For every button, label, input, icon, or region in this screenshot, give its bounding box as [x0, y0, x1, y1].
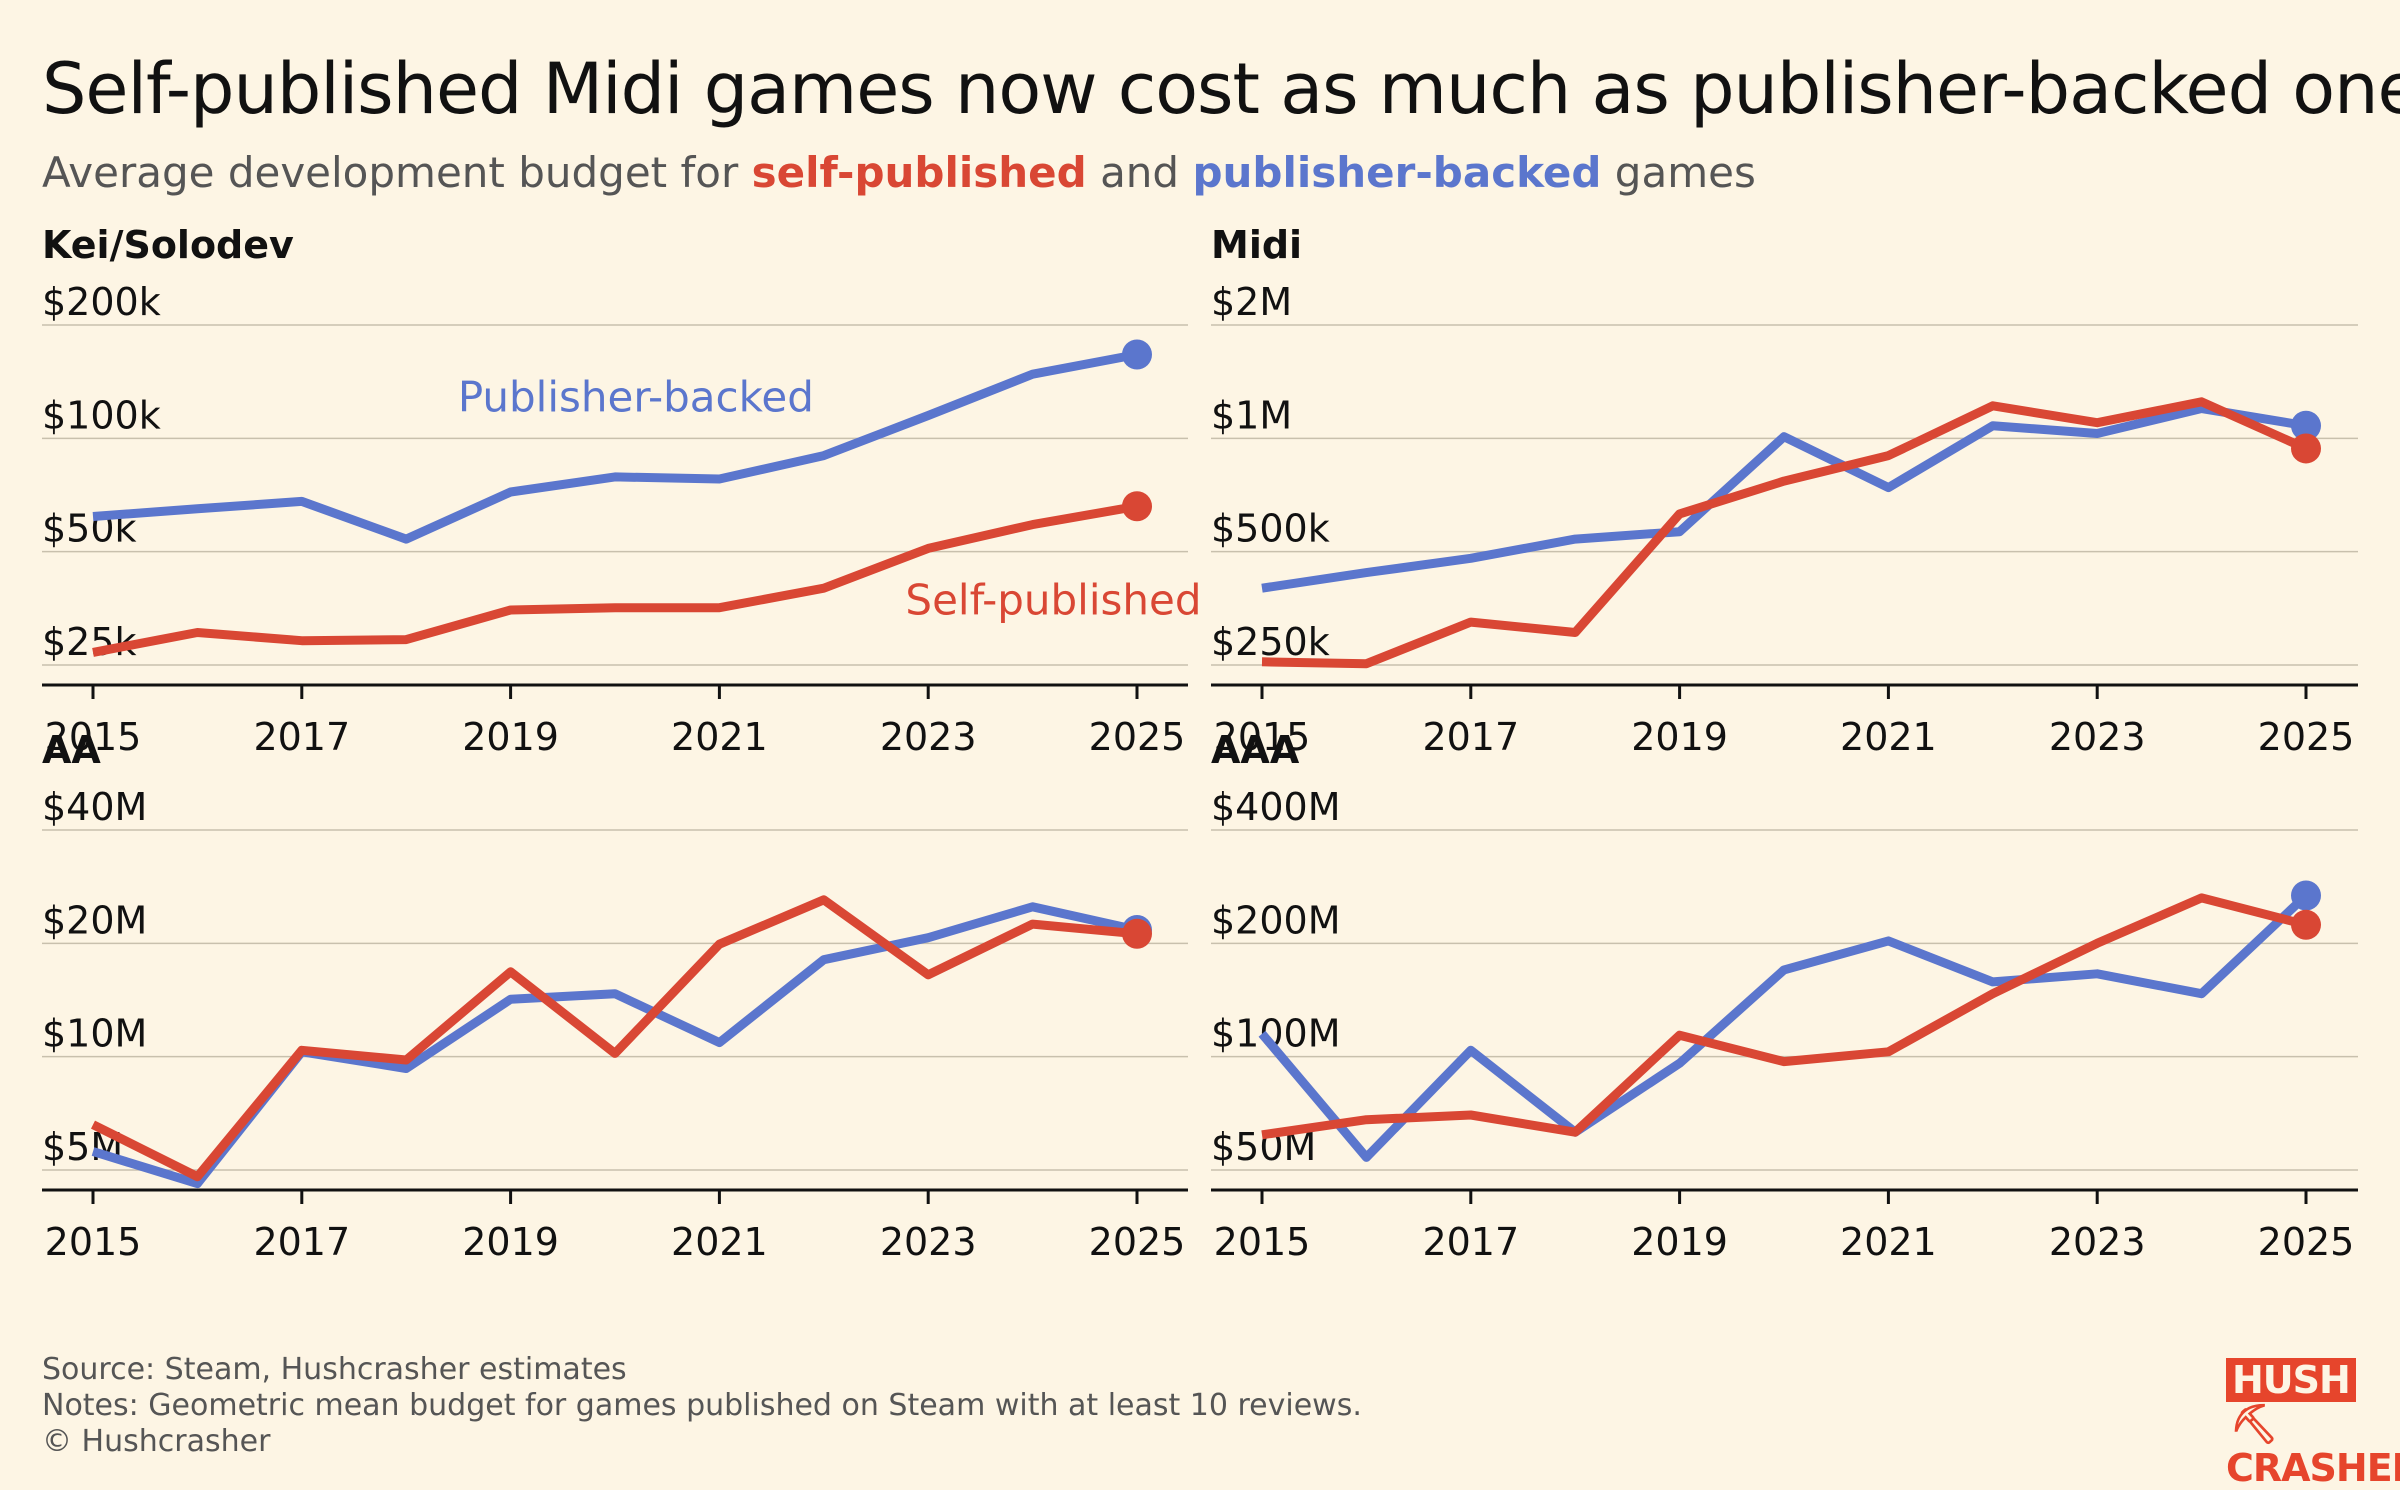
y-tick-label: $500k	[1211, 507, 1330, 551]
x-tick-label: 2019	[462, 715, 559, 759]
series-endpoint-publisher	[2291, 410, 2321, 441]
brand-logo[interactable]: HUSH⛏ CRASHER	[2226, 1358, 2400, 1490]
logo-line2: CRASHER	[2226, 1446, 2400, 1490]
series-label-publisher: Publisher-backed	[458, 372, 814, 421]
pickaxe-icon: ⛏	[2230, 1402, 2278, 1446]
series-endpoint-self	[2291, 433, 2321, 464]
series-endpoint-publisher	[2291, 880, 2321, 911]
series-endpoint-self	[2291, 909, 2321, 940]
x-tick-label: 2021	[671, 715, 768, 759]
series-line-publisher	[92, 350, 1138, 544]
panel-title: Midi	[1211, 223, 1302, 267]
series-line-self	[1261, 893, 2308, 1140]
x-tick-label: 2023	[880, 1220, 977, 1264]
y-tick-label: $10M	[42, 1012, 147, 1056]
footer: Source: Steam, Hushcrasher estimates Not…	[42, 1352, 1362, 1460]
x-tick-label: 2023	[880, 715, 977, 759]
series-line-self	[90, 895, 1138, 1182]
x-tick-label: 2019	[1631, 1220, 1728, 1264]
page-title: Self-published Midi games now cost as mu…	[42, 48, 2400, 130]
copyright: © Hushcrasher	[42, 1424, 271, 1459]
x-tick-label: 2025	[2258, 715, 2355, 759]
y-tick-label: $200M	[1211, 898, 1341, 942]
x-tick-label: 2017	[1422, 1220, 1519, 1264]
series-endpoint-self	[1122, 491, 1152, 522]
subtitle-mid: and	[1086, 148, 1193, 197]
y-tick-label: $20M	[42, 898, 147, 942]
x-tick-label: 2025	[1089, 1220, 1186, 1264]
x-tick-label: 2017	[253, 715, 350, 759]
panel-title: AAA	[1211, 728, 1300, 772]
y-tick-label: $400M	[1211, 785, 1341, 829]
x-tick-label: 2015	[1214, 1220, 1311, 1264]
x-tick-label: 2025	[1089, 715, 1186, 759]
x-tick-label: 2015	[45, 715, 142, 759]
x-tick-label: 2021	[1840, 715, 1937, 759]
source-note: Source: Steam, Hushcrasher estimates	[42, 1352, 627, 1387]
y-tick-label: $2M	[1211, 280, 1292, 324]
series-endpoint-self	[1122, 918, 1152, 949]
subtitle: Average development budget for self-publ…	[42, 148, 1756, 197]
subtitle-pre: Average development budget for	[42, 148, 752, 197]
subtitle-post: games	[1601, 148, 1756, 197]
x-tick-label: 2017	[1422, 715, 1519, 759]
x-tick-label: 2023	[2049, 1220, 2146, 1264]
panel-title: Kei/Solodev	[42, 223, 294, 267]
y-tick-label: $250k	[1211, 620, 1330, 664]
series-label-self: Self-published	[905, 576, 1201, 625]
y-tick-label: $100k	[42, 393, 161, 437]
x-tick-label: 2021	[671, 1220, 768, 1264]
logo-line1: HUSH	[2226, 1358, 2356, 1402]
notes: Notes: Geometric mean budget for games p…	[42, 1388, 1362, 1423]
series-line-self	[92, 501, 1138, 657]
y-tick-label: $200k	[42, 280, 161, 324]
subtitle-self-published: self-published	[751, 148, 1087, 197]
x-tick-label: 2019	[1631, 715, 1728, 759]
series-line-self	[1261, 397, 2308, 669]
y-tick-label: $1M	[1211, 393, 1292, 437]
x-tick-label: 2023	[2049, 715, 2146, 759]
x-tick-label: 2021	[1840, 1220, 1937, 1264]
x-tick-label: 2017	[253, 1220, 350, 1264]
x-tick-label: 2025	[2258, 1220, 2355, 1264]
series-line-publisher	[1258, 892, 2310, 1162]
series-line-publisher	[1261, 404, 2307, 593]
subtitle-publisher-backed: publisher-backed	[1192, 148, 1602, 197]
x-tick-label: 2019	[462, 1220, 559, 1264]
x-tick-label: 2015	[45, 1220, 142, 1264]
y-tick-label: $25k	[42, 620, 137, 664]
panel-title: AA	[42, 728, 101, 772]
y-tick-label: $40M	[42, 785, 147, 829]
x-tick-label: 2015	[1214, 715, 1311, 759]
series-endpoint-publisher	[1122, 339, 1152, 370]
